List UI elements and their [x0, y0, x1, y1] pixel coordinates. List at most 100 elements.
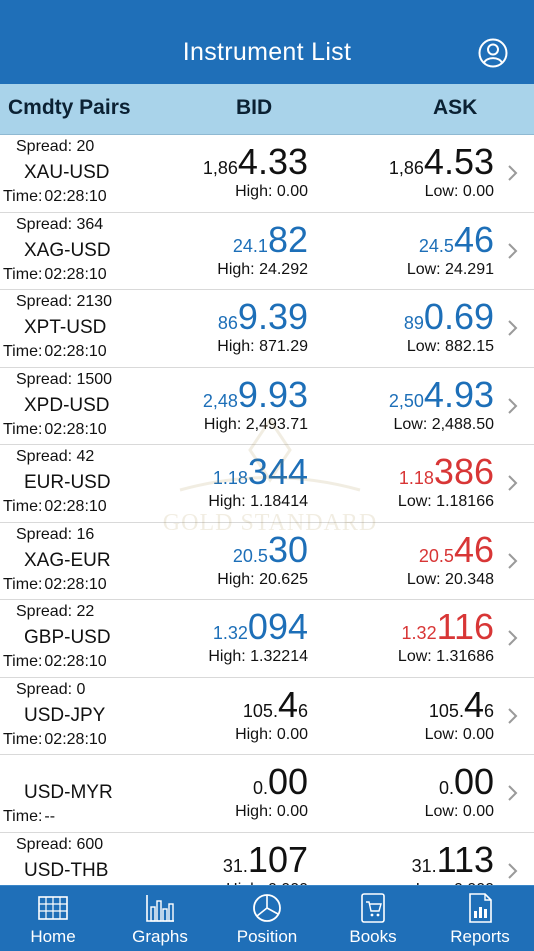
- bid-price[interactable]: 2,489.93: [203, 374, 308, 416]
- chevron-right-icon: [508, 862, 518, 879]
- ask-price-tail: 6: [483, 700, 494, 721]
- ask-price-main: 4.93: [423, 373, 494, 415]
- high-label: High: 1.18414: [208, 493, 308, 510]
- instrument-symbol: XAU-USD: [24, 162, 110, 183]
- tab-label: Books: [349, 927, 397, 946]
- time-prefix: Time:: [3, 498, 43, 515]
- instrument-row[interactable]: Spread: 364 XAG-USD Time: 02:28:10 24.182 Hig…: [0, 212, 534, 290]
- time-label: Time: 02:28:10: [3, 731, 107, 749]
- high-label: High: 0.00: [235, 725, 308, 743]
- time-label: Time: 02:28:10: [3, 576, 107, 594]
- instrument-row[interactable]: Spread: 1500 XPD-USD Time: 02:28:10 2,489.93…: [0, 367, 534, 445]
- bid-price[interactable]: 869.39: [218, 296, 308, 338]
- ask-price-prefix: 1,86: [388, 158, 424, 178]
- spread-label: Spread: 16: [16, 525, 95, 543]
- instrument-row[interactable]: Spread: 20 XAU-USD Time: 02:28:10 1,864.33 Hi…: [0, 135, 534, 213]
- chevron-right-icon: [508, 397, 518, 414]
- chevron-right-icon: [508, 242, 518, 259]
- bid-price-prefix: 1.32: [212, 623, 248, 643]
- bid-price-main: 4.33: [237, 141, 308, 182]
- bid-price[interactable]: 1.18344: [213, 451, 308, 493]
- pie-chart-icon: [253, 894, 281, 922]
- bid-price[interactable]: 0.00: [253, 761, 308, 803]
- low-label: Low: 1.18166: [397, 493, 494, 510]
- ask-price-main: 116: [436, 606, 494, 647]
- high-label: High: 1.32214: [208, 648, 308, 665]
- low-label: Low: 0.00: [424, 183, 494, 200]
- bid-price[interactable]: 31.107: [223, 839, 308, 881]
- time-label: Time: 02:28:10: [3, 421, 107, 439]
- ask-price-prefix: 1.18: [398, 468, 434, 488]
- ask-price-main: 386: [433, 451, 494, 492]
- ask-price[interactable]: 890.69: [404, 296, 494, 338]
- time-label: Time: 02:28:10: [3, 266, 107, 284]
- ask-price[interactable]: 0.00: [439, 761, 494, 803]
- instrument-symbol: GBP-USD: [24, 627, 111, 648]
- instrument-row[interactable]: Spread: 600USD-THBTime:02:28:1031.107Hig…: [0, 832, 534, 886]
- time-label: Time: 02:28:10: [3, 653, 107, 671]
- spread-label: Spread: 600: [16, 835, 104, 853]
- ask-price[interactable]: 2,504.93: [389, 374, 494, 416]
- instrument-row[interactable]: Spread: 22 GBP-USD Time: 02:28:10 1.32094 Hig…: [0, 600, 534, 678]
- low-label: Low: 882.15: [406, 338, 494, 355]
- ask-price[interactable]: 1.18386: [399, 451, 494, 493]
- bid-price-prefix: 1.18: [212, 468, 248, 488]
- bid-price-main: 82: [267, 218, 308, 260]
- bid-price[interactable]: 1,864.33: [203, 141, 308, 183]
- bid-price-main: 094: [247, 606, 308, 647]
- spread-label: Spread: 1500: [16, 370, 113, 388]
- high-label: High: 0.000: [226, 881, 308, 886]
- tab-graphs[interactable]: Graphs: [107, 886, 213, 951]
- instrument-row[interactable]: Spread: 42 EUR-USD Time: 02:28:10 1.18344 Hig…: [0, 445, 534, 523]
- spread-label: Spread: 42: [16, 448, 95, 465]
- column-header-pairs: Cmdty Pairs: [8, 96, 131, 119]
- report-document-icon: [469, 893, 492, 923]
- bid-price-main: 9.39: [237, 296, 308, 337]
- instrument-list[interactable]: Spread: 20 XAU-USD Time: 02:28:10 1,864.33 Hi…: [0, 135, 534, 885]
- ask-price[interactable]: 1.32116: [402, 606, 494, 648]
- time-value: 02:28:10: [44, 265, 107, 283]
- tab-books[interactable]: Books: [320, 886, 426, 951]
- low-label: Low: 24.291: [406, 260, 494, 278]
- page-title: Instrument List: [182, 38, 352, 66]
- chevron-right-icon: [508, 552, 518, 569]
- bid-price[interactable]: 24.182: [233, 219, 308, 261]
- ask-price[interactable]: 24.546: [419, 219, 494, 261]
- ask-price-main: 113: [436, 838, 494, 880]
- bid-price-prefix: 24.1: [232, 235, 268, 256]
- bid-price[interactable]: 20.530: [233, 529, 308, 571]
- time-label: Time: 02:28:10: [3, 188, 107, 206]
- time-label: Time: 02:28:10: [3, 343, 107, 361]
- time-prefix: Time:: [3, 653, 43, 670]
- instrument-row[interactable]: Spread: 0 USD-JPY Time: 02:28:10 105.46 High:…: [0, 677, 534, 755]
- cart-book-icon: [361, 893, 385, 923]
- instrument-row[interactable]: Spread: 16 XAG-EUR Time: 02:28:10 20.530 High…: [0, 522, 534, 600]
- tab-home[interactable]: Home: [0, 886, 106, 951]
- bid-price-prefix: 105.: [242, 700, 278, 721]
- spread-label: Spread: 20: [16, 138, 95, 155]
- ask-price-prefix: 24.5: [418, 235, 454, 256]
- time-prefix: Time:: [3, 575, 43, 593]
- bid-price-prefix: 31.: [222, 855, 248, 876]
- high-label: High: 0.00: [235, 803, 308, 820]
- bid-price-main: 107: [247, 838, 308, 880]
- instrument-row[interactable]: Spread: 2130 XPT-USD Time: 02:28:10 869.39 Hi…: [0, 290, 534, 368]
- tab-position[interactable]: Position: [214, 886, 320, 951]
- ask-price-prefix: 2,50: [388, 390, 424, 411]
- chevron-right-icon: [508, 785, 518, 801]
- time-prefix: Time:: [3, 188, 43, 205]
- spread-label: Spread: 0: [16, 680, 86, 698]
- bid-price[interactable]: 1.32094: [213, 606, 308, 648]
- ask-price[interactable]: 31.113: [412, 839, 494, 881]
- tab-reports[interactable]: Reports: [427, 886, 533, 951]
- instrument-row[interactable]: USD-MYR Time: -- 0.00 High: 0.00 0.00 Low: 0.0…: [0, 755, 534, 833]
- bid-price-main: 9.93: [237, 373, 308, 415]
- low-label: Low: 0.000: [416, 881, 494, 886]
- tab-label: Home: [30, 927, 76, 946]
- ask-price[interactable]: 20.546: [419, 529, 494, 571]
- ask-price[interactable]: 105.46: [429, 684, 494, 726]
- ask-price[interactable]: 1,864.53: [389, 141, 494, 183]
- user-circle-icon[interactable]: [478, 38, 508, 68]
- time-value: 02:28:10: [44, 653, 107, 670]
- bid-price[interactable]: 105.46: [243, 684, 308, 726]
